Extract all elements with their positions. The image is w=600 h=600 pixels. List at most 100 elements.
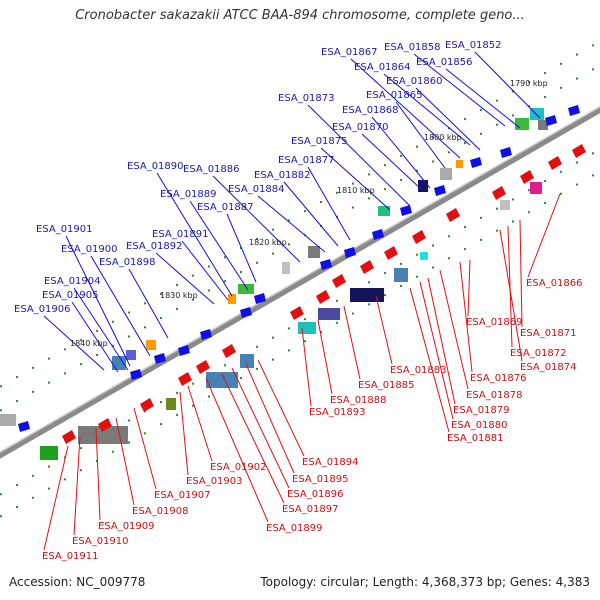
reverse-gene-label[interactable]: ESA_01878 [466, 390, 523, 401]
gene-block[interactable] [206, 372, 238, 388]
forward-gene-label[interactable]: ESA_01882 [254, 170, 311, 181]
reverse-gene-label[interactable]: ESA_01902 [210, 462, 267, 473]
forward-gene[interactable] [500, 147, 512, 158]
reverse-gene[interactable] [412, 230, 426, 244]
forward-gene-label[interactable]: ESA_01858 [384, 42, 441, 53]
reverse-gene[interactable] [290, 306, 304, 320]
gene-block[interactable] [530, 182, 542, 194]
gene-block[interactable] [146, 340, 156, 350]
forward-gene-label[interactable]: ESA_01864 [354, 62, 411, 73]
forward-gene-label[interactable]: ESA_01898 [99, 257, 156, 268]
gene-block[interactable] [282, 262, 290, 274]
reverse-gene-label[interactable]: ESA_01896 [287, 489, 344, 500]
gene-block[interactable] [126, 350, 136, 360]
reverse-gene[interactable] [360, 260, 374, 274]
forward-gene-label[interactable]: ESA_01901 [36, 224, 93, 235]
reverse-gene-label[interactable]: ESA_01910 [72, 536, 129, 547]
forward-gene-label[interactable]: ESA_01891 [152, 229, 209, 240]
reverse-gene[interactable] [316, 290, 330, 304]
gene-block[interactable] [500, 200, 510, 210]
forward-gene-label[interactable]: ESA_01860 [386, 76, 443, 87]
forward-gene[interactable] [372, 229, 384, 240]
reverse-gene-label[interactable]: ESA_01888 [330, 395, 387, 406]
gene-block[interactable] [350, 288, 384, 302]
reverse-gene-label[interactable]: ESA_01894 [302, 457, 359, 468]
forward-gene-label[interactable]: ESA_01887 [197, 202, 254, 213]
forward-gene[interactable] [470, 157, 482, 168]
forward-gene-label[interactable]: ESA_01884 [228, 184, 285, 195]
gene-block[interactable] [440, 168, 452, 180]
reverse-gene-label[interactable]: ESA_01883 [390, 365, 447, 376]
gene-block[interactable] [308, 246, 320, 258]
forward-gene[interactable] [178, 345, 190, 356]
gene-block[interactable] [240, 354, 254, 368]
forward-gene[interactable] [434, 185, 446, 196]
forward-gene-label[interactable]: ESA_01865 [366, 90, 423, 101]
forward-gene-label[interactable]: ESA_01856 [416, 57, 473, 68]
reverse-gene[interactable] [548, 156, 562, 170]
forward-gene-label[interactable]: ESA_01875 [291, 136, 348, 147]
reverse-gene-label[interactable]: ESA_01869 [466, 317, 523, 328]
forward-gene-label[interactable]: ESA_01886 [183, 164, 240, 175]
gene-block[interactable] [394, 268, 408, 282]
reverse-gene-label[interactable]: ESA_01903 [186, 476, 243, 487]
gene-block[interactable] [538, 120, 548, 130]
reverse-gene-label[interactable]: ESA_01911 [42, 551, 99, 562]
reverse-gene-label[interactable]: ESA_01876 [470, 373, 527, 384]
gene-block[interactable] [40, 446, 58, 460]
gene-block[interactable] [228, 294, 236, 304]
forward-gene-label[interactable]: ESA_01877 [278, 155, 335, 166]
gene-block[interactable] [378, 206, 390, 216]
reverse-gene-label[interactable]: ESA_01895 [292, 474, 349, 485]
gene-block[interactable] [515, 118, 529, 130]
forward-gene[interactable] [545, 115, 557, 126]
gene-block[interactable] [318, 308, 340, 320]
forward-gene[interactable] [240, 307, 252, 318]
forward-gene[interactable] [344, 247, 356, 258]
forward-gene[interactable] [254, 293, 266, 304]
forward-gene[interactable] [18, 421, 30, 432]
reverse-gene[interactable] [98, 418, 112, 432]
gene-block[interactable] [420, 252, 428, 260]
forward-gene-label[interactable]: ESA_01892 [126, 241, 183, 252]
reverse-gene[interactable] [178, 372, 192, 386]
gene-block[interactable] [166, 398, 176, 410]
reverse-gene[interactable] [384, 246, 398, 260]
reverse-gene[interactable] [62, 430, 76, 444]
gene-block[interactable] [456, 160, 463, 168]
gene-block[interactable] [298, 322, 316, 334]
forward-gene[interactable] [154, 353, 166, 364]
reverse-gene[interactable] [492, 186, 506, 200]
reverse-gene[interactable] [520, 170, 534, 184]
reverse-gene-label[interactable]: ESA_01879 [453, 405, 510, 416]
forward-gene[interactable] [320, 259, 332, 270]
forward-gene[interactable] [130, 369, 142, 380]
reverse-gene[interactable] [332, 274, 346, 288]
reverse-gene-label[interactable]: ESA_01880 [451, 420, 508, 431]
reverse-gene-label[interactable]: ESA_01871 [520, 328, 577, 339]
reverse-gene-label[interactable]: ESA_01897 [282, 504, 339, 515]
gene-block[interactable] [418, 180, 428, 192]
forward-gene[interactable] [400, 205, 412, 216]
forward-gene-label[interactable]: ESA_01904 [44, 276, 101, 287]
reverse-gene-label[interactable]: ESA_01874 [520, 362, 577, 373]
forward-gene-label[interactable]: ESA_01890 [127, 161, 184, 172]
forward-gene-label[interactable]: ESA_01867 [321, 47, 378, 58]
forward-gene-label[interactable]: ESA_01873 [278, 93, 335, 104]
reverse-gene-label[interactable]: ESA_01885 [358, 380, 415, 391]
reverse-gene[interactable] [572, 144, 586, 158]
reverse-gene-label[interactable]: ESA_01881 [447, 433, 504, 444]
gene-block[interactable] [112, 356, 126, 370]
reverse-gene-label[interactable]: ESA_01907 [154, 490, 211, 501]
forward-gene-label[interactable]: ESA_01868 [342, 105, 399, 116]
forward-gene[interactable] [568, 105, 580, 116]
reverse-gene-label[interactable]: ESA_01899 [266, 523, 323, 534]
forward-gene-label[interactable]: ESA_01852 [445, 40, 502, 51]
forward-gene-label[interactable]: ESA_01870 [332, 122, 389, 133]
reverse-gene-label[interactable]: ESA_01872 [510, 348, 567, 359]
reverse-gene[interactable] [196, 360, 210, 374]
reverse-gene[interactable] [446, 208, 460, 222]
forward-gene[interactable] [200, 329, 212, 340]
forward-gene-label[interactable]: ESA_01906 [14, 304, 71, 315]
